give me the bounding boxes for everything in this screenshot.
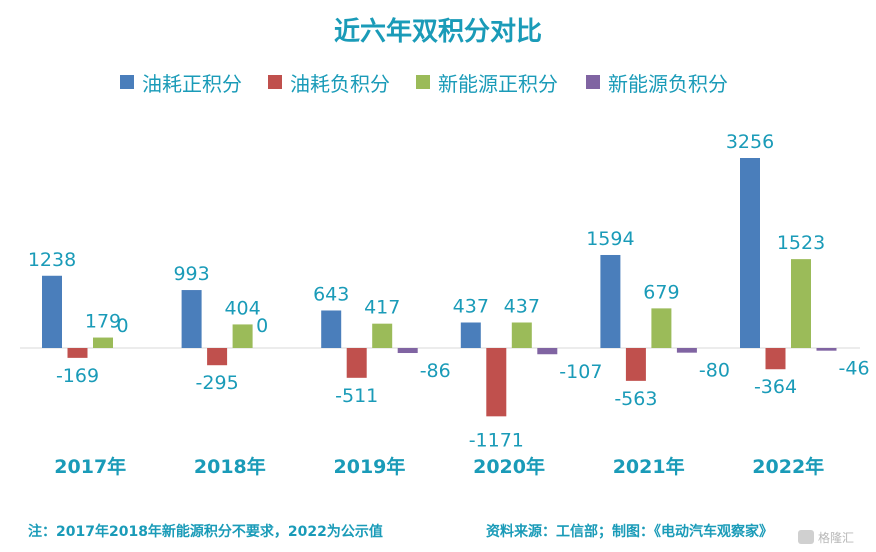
bar-s3-2022年 [791, 259, 811, 348]
bar-s2-2022年 [765, 348, 786, 370]
data-label-s4-2017年: 0 [117, 315, 129, 337]
bar-s4-2019年 [397, 348, 418, 354]
category-axis: 2017年 2018年 2019年 2020年 2021年 2022年 [54, 455, 824, 478]
legend-label-1: 油耗正积分 [142, 72, 242, 96]
bar-s3-2020年 [511, 322, 532, 348]
data-label-s4-2020年: -107 [559, 361, 602, 383]
data-label-s4-2022年: -46 [839, 358, 870, 380]
data-label-s2-2017年: -169 [56, 365, 99, 387]
data-label-s4-2019年: -86 [420, 360, 451, 382]
bar-s1-2019年 [321, 310, 342, 348]
category-label-5: 2021年 [613, 455, 685, 478]
data-label-s1-2021年: 1594 [586, 228, 634, 250]
footnote: 注：2017年2018年新能源积分不要求，2022为公示值 [28, 523, 383, 540]
data-label-s2-2020年: -1171 [469, 429, 524, 451]
data-label-s3-2021年: 679 [643, 281, 679, 303]
bar-s1-2022年 [740, 158, 760, 348]
bar-s3-2017年 [93, 337, 113, 348]
bar-s1-2021年 [600, 254, 621, 348]
legend-swatch-4 [586, 75, 600, 89]
bar-s3-2018年 [232, 324, 253, 348]
data-label-s1-2022年: 3256 [726, 131, 774, 153]
data-label-s1-2018年: 993 [173, 263, 209, 285]
legend-label-4: 新能源负积分 [608, 72, 728, 96]
legend-swatch-2 [268, 75, 282, 89]
watermark-logo-icon [798, 530, 814, 544]
legend-label-2: 油耗负积分 [290, 72, 390, 96]
data-label-s2-2022年: -364 [754, 376, 797, 398]
legend-swatch-3 [416, 75, 430, 89]
legend-swatch-1 [120, 75, 134, 89]
data-label-s3-2017年: 179 [85, 311, 121, 333]
source-credit: 资料来源：工信部；制图：《电动汽车观察家》 [486, 523, 773, 540]
legend: 油耗正积分 油耗负积分 新能源正积分 新能源负积分 [120, 72, 728, 96]
bar-s4-2022年 [816, 348, 837, 351]
bar-s1-2020年 [460, 322, 481, 348]
data-label-s3-2022年: 1523 [777, 232, 825, 254]
bar-s2-2019年 [346, 348, 367, 378]
data-label-s1-2019年: 643 [313, 283, 349, 305]
data-label-s3-2018年: 404 [224, 297, 260, 319]
data-label-s4-2018年: 0 [256, 315, 268, 337]
legend-label-3: 新能源正积分 [438, 72, 558, 96]
category-label-3: 2019年 [334, 455, 406, 478]
category-label-2: 2018年 [194, 455, 266, 478]
data-label-s3-2019年: 417 [364, 297, 400, 319]
data-label-s4-2021年: -80 [699, 360, 730, 382]
bar-s1-2017年 [42, 275, 62, 348]
data-label-s2-2019年: -511 [335, 385, 378, 407]
watermark-text: 格隆汇 [818, 530, 854, 545]
plot-area: 1238-1691790993-2954040643-511417-86437-… [20, 131, 870, 451]
watermark: 格隆汇 [798, 530, 854, 545]
data-label-s2-2018年: -295 [196, 372, 239, 394]
bar-s3-2021年 [651, 308, 672, 348]
bar-s2-2020年 [486, 348, 507, 417]
bar-s3-2019年 [372, 323, 393, 348]
bar-s2-2017年 [67, 348, 88, 358]
category-label-1: 2017年 [54, 455, 126, 478]
category-label-4: 2020年 [473, 455, 545, 478]
data-label-s3-2020年: 437 [504, 295, 540, 317]
bar-s4-2021年 [676, 348, 697, 353]
data-label-s1-2017年: 1238 [28, 249, 76, 271]
data-label-s2-2021年: -563 [614, 388, 657, 410]
category-label-6: 2022年 [752, 455, 824, 478]
bar-s2-2021年 [625, 348, 646, 381]
bar-s4-2020年 [537, 348, 558, 355]
bar-s1-2018年 [181, 290, 202, 348]
data-label-s1-2020年: 437 [453, 295, 489, 317]
chart-title: 近六年双积分对比 [334, 16, 542, 47]
bar-s2-2018年 [207, 348, 228, 366]
